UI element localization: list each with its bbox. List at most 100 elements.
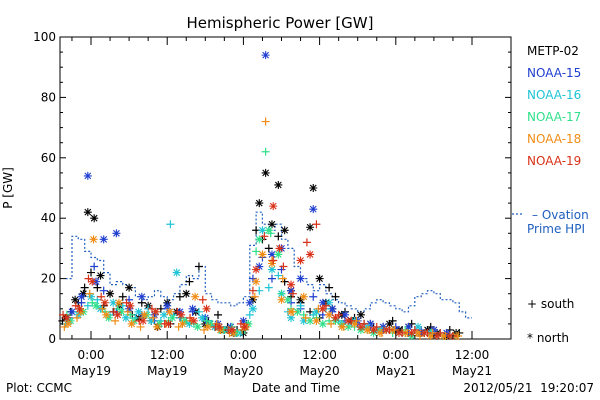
north-point bbox=[341, 310, 349, 319]
south-point bbox=[309, 292, 318, 301]
x-tick-time: 0:00 bbox=[78, 348, 105, 362]
north-point bbox=[407, 328, 416, 337]
y-axis-label: P [GW] bbox=[1, 167, 15, 209]
chart-title: Hemispheric Power [GW] bbox=[187, 14, 374, 32]
south-point bbox=[194, 307, 203, 316]
north-point bbox=[287, 313, 296, 322]
north-point bbox=[236, 328, 245, 337]
south-point bbox=[111, 316, 120, 325]
x-tick-time: 0:00 bbox=[230, 348, 257, 362]
north-point bbox=[404, 322, 413, 331]
north-point bbox=[274, 180, 283, 189]
north-point bbox=[280, 226, 289, 235]
north-point bbox=[439, 331, 448, 340]
north-point bbox=[261, 51, 270, 60]
south-point bbox=[261, 117, 270, 126]
north-point bbox=[426, 331, 435, 340]
north-point bbox=[309, 184, 318, 192]
north-point bbox=[344, 316, 353, 325]
north-point bbox=[385, 319, 394, 328]
south-point bbox=[264, 244, 273, 253]
legend-north-symbol: * north bbox=[527, 331, 569, 345]
north-point bbox=[356, 322, 365, 331]
y-tick-label: 0 bbox=[48, 332, 56, 346]
north-point bbox=[90, 214, 99, 223]
south-point bbox=[269, 256, 278, 265]
north-point bbox=[202, 304, 211, 313]
south-point bbox=[274, 271, 283, 280]
south-point bbox=[80, 283, 89, 292]
north-point bbox=[315, 274, 324, 283]
x-tick-date: May20 bbox=[223, 364, 263, 378]
north-point bbox=[269, 202, 278, 211]
north-point bbox=[198, 313, 207, 322]
north-point bbox=[215, 322, 224, 331]
legend-ovation-label-line2: Prime HPI bbox=[527, 222, 585, 236]
north-point bbox=[248, 304, 257, 313]
south-point bbox=[274, 232, 283, 241]
north-point bbox=[299, 292, 308, 301]
north-point bbox=[337, 322, 346, 331]
south-point bbox=[73, 313, 82, 322]
data-points bbox=[58, 51, 464, 340]
south-point bbox=[214, 310, 222, 319]
north-point bbox=[178, 319, 187, 328]
north-point bbox=[79, 289, 88, 298]
north-point bbox=[258, 226, 267, 235]
north-point bbox=[203, 322, 212, 331]
south-point bbox=[301, 313, 310, 322]
south-point bbox=[264, 283, 273, 292]
north-point bbox=[127, 319, 136, 328]
south-point bbox=[123, 307, 132, 316]
north-point bbox=[312, 316, 321, 325]
south-point bbox=[90, 262, 99, 271]
north-point bbox=[189, 316, 198, 325]
north-point bbox=[275, 244, 284, 253]
north-point bbox=[331, 313, 340, 322]
south-point bbox=[245, 310, 254, 319]
north-point bbox=[287, 280, 296, 289]
north-point bbox=[309, 205, 318, 214]
north-point bbox=[245, 298, 254, 307]
north-point bbox=[283, 295, 292, 304]
north-point bbox=[414, 322, 423, 331]
south-point bbox=[87, 268, 95, 277]
north-point bbox=[318, 319, 327, 328]
south-point bbox=[279, 262, 288, 271]
north-point bbox=[137, 292, 146, 301]
north-point bbox=[264, 226, 273, 235]
north-point bbox=[89, 235, 98, 244]
north-point bbox=[191, 292, 200, 301]
south-point bbox=[83, 301, 92, 310]
north-point bbox=[375, 328, 384, 337]
x-tick-time: 12:00 bbox=[455, 348, 490, 362]
north-point bbox=[248, 295, 257, 304]
north-point bbox=[177, 310, 186, 319]
south-point bbox=[331, 292, 340, 301]
north-point bbox=[71, 295, 80, 304]
x-tick-time: 0:00 bbox=[382, 348, 409, 362]
north-point bbox=[255, 199, 264, 208]
north-point bbox=[429, 325, 438, 334]
y-tick-label: 80 bbox=[41, 90, 56, 104]
south-point bbox=[248, 286, 257, 295]
north-point bbox=[83, 171, 92, 180]
north-point bbox=[126, 301, 135, 310]
north-point bbox=[160, 310, 169, 319]
south-point bbox=[93, 283, 102, 292]
north-point bbox=[296, 274, 305, 283]
north-point bbox=[102, 310, 111, 319]
north-point bbox=[306, 223, 315, 232]
north-point bbox=[442, 328, 451, 337]
north-point bbox=[185, 319, 194, 328]
north-point bbox=[420, 328, 429, 337]
north-point bbox=[414, 328, 423, 337]
north-point bbox=[182, 289, 191, 298]
south-point bbox=[261, 147, 270, 156]
north-point bbox=[252, 277, 261, 286]
north-point bbox=[163, 301, 172, 310]
north-point bbox=[88, 277, 97, 286]
north-point bbox=[363, 325, 372, 334]
north-point bbox=[96, 271, 105, 280]
south-point bbox=[288, 289, 297, 298]
